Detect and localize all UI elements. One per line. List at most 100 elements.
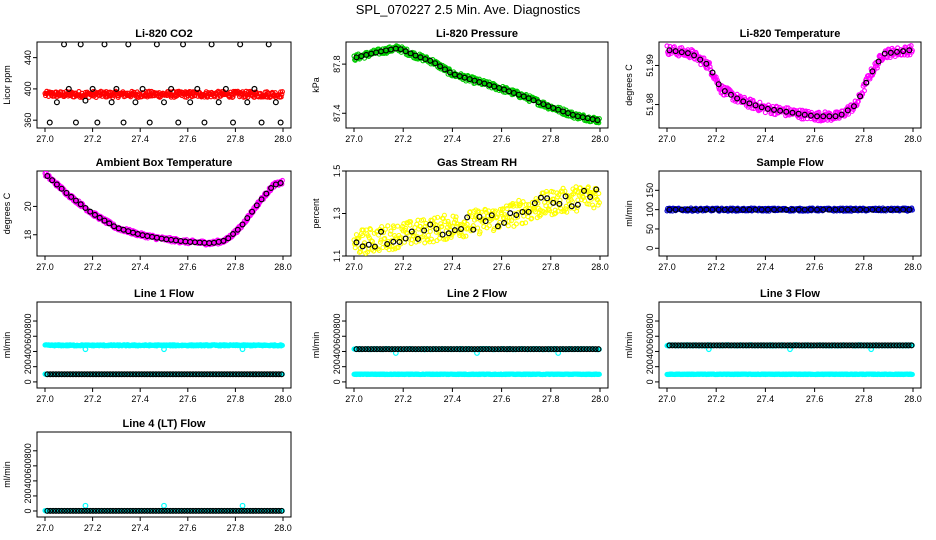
y-tick-label: 20	[23, 201, 33, 211]
data-point	[491, 226, 497, 232]
data-point	[412, 346, 419, 353]
data-point	[365, 346, 372, 353]
data-point	[198, 371, 205, 378]
data-point	[525, 95, 532, 102]
data-point	[210, 371, 217, 378]
x-tick-label: 27.4	[131, 394, 149, 404]
data-point	[703, 206, 710, 213]
data-point	[473, 207, 479, 213]
y-tick-label: 50	[645, 224, 655, 234]
data-point	[850, 103, 857, 110]
data-point	[192, 371, 199, 378]
data-point	[492, 208, 499, 214]
data-point	[453, 214, 459, 220]
data-point	[832, 113, 839, 120]
data-point	[518, 346, 525, 353]
data-point	[390, 238, 397, 245]
data-point	[563, 346, 570, 353]
data-point	[764, 206, 771, 213]
y-tick-label: 600	[23, 329, 33, 344]
y-tick-label: 0	[332, 379, 342, 384]
data-point	[684, 206, 691, 213]
data-point	[98, 371, 105, 378]
data-point	[857, 93, 864, 100]
data-point	[556, 200, 563, 207]
data-point	[875, 58, 882, 65]
data-point	[446, 69, 453, 76]
x-tick-label: 27.0	[345, 134, 363, 144]
data-point	[581, 187, 588, 194]
data-point	[378, 228, 385, 235]
data-point	[180, 42, 187, 48]
x-tick-label: 27.6	[493, 134, 511, 144]
data-point	[53, 181, 60, 188]
x-tick-label: 28.0	[274, 262, 292, 272]
data-point	[353, 346, 360, 353]
data-point	[709, 206, 716, 213]
data-point	[486, 223, 492, 229]
data-point	[175, 371, 182, 378]
data-point	[764, 105, 771, 112]
data-point	[208, 42, 215, 48]
data-point	[412, 52, 419, 59]
data-point	[227, 371, 234, 378]
data-point	[678, 49, 685, 56]
data-point	[520, 199, 526, 205]
data-point	[121, 371, 128, 378]
data-point	[740, 98, 747, 105]
data-point	[777, 206, 784, 213]
data-point	[542, 346, 549, 353]
data-point	[104, 371, 111, 378]
data-point	[593, 186, 600, 193]
data-point	[170, 371, 177, 378]
data-point	[106, 220, 113, 227]
data-point	[258, 119, 265, 126]
data-point	[678, 206, 685, 213]
x-tick-label: 28.0	[274, 134, 292, 144]
data-point	[368, 346, 375, 353]
data-point	[230, 371, 237, 378]
data-point	[278, 371, 285, 378]
plot-area	[42, 342, 285, 378]
data-point	[530, 346, 537, 353]
data-point	[814, 113, 821, 120]
data-point	[251, 85, 258, 92]
data-point	[482, 218, 489, 225]
data-point	[529, 215, 535, 221]
data-point	[275, 371, 282, 378]
data-point	[263, 190, 270, 197]
data-point	[215, 371, 222, 378]
data-point	[752, 102, 759, 109]
data-point	[464, 214, 471, 221]
data-point	[494, 223, 501, 230]
data-point	[894, 206, 901, 213]
plot-area	[351, 43, 602, 126]
x-tick-label: 27.4	[444, 134, 462, 144]
data-point	[161, 346, 167, 353]
data-point	[224, 371, 231, 378]
data-point	[230, 119, 237, 126]
data-point	[244, 99, 251, 106]
data-point	[77, 42, 84, 48]
data-point	[144, 371, 151, 378]
data-point	[525, 208, 532, 215]
data-point	[875, 206, 882, 213]
data-point	[53, 99, 60, 106]
y-tick-label: 87.8	[332, 55, 342, 73]
data-point	[512, 215, 518, 221]
data-point	[900, 206, 907, 213]
data-point	[909, 48, 915, 54]
y-tick-label: 1.5	[332, 165, 342, 178]
data-point	[258, 196, 265, 203]
data-point	[887, 206, 894, 213]
plot-area	[664, 342, 915, 378]
data-point	[95, 371, 102, 378]
data-point	[427, 57, 434, 64]
data-point	[456, 346, 463, 353]
data-point	[521, 346, 528, 353]
panel-title: Sample Flow	[756, 157, 824, 169]
data-point	[524, 346, 531, 353]
y-axis-label: ml/min	[2, 332, 12, 359]
x-tick-label: 28.0	[274, 394, 292, 404]
